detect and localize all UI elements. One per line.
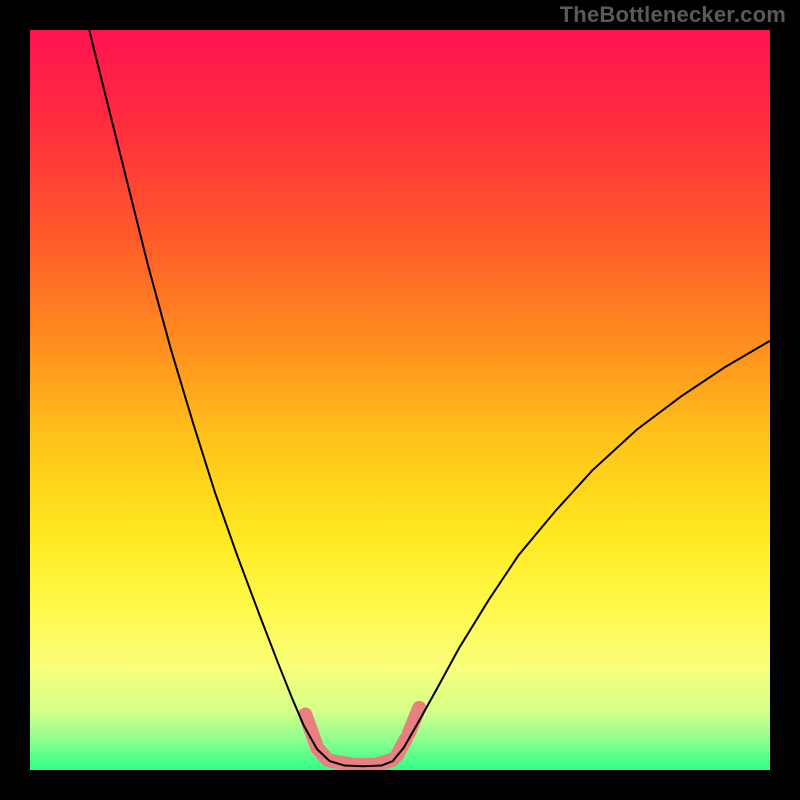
bottleneck-curve <box>89 30 770 766</box>
valley-highlight <box>305 708 419 765</box>
curve-layer <box>30 30 770 770</box>
plot-area <box>30 30 770 770</box>
watermark-text: TheBottlenecker.com <box>560 2 786 28</box>
chart-frame <box>0 0 800 800</box>
